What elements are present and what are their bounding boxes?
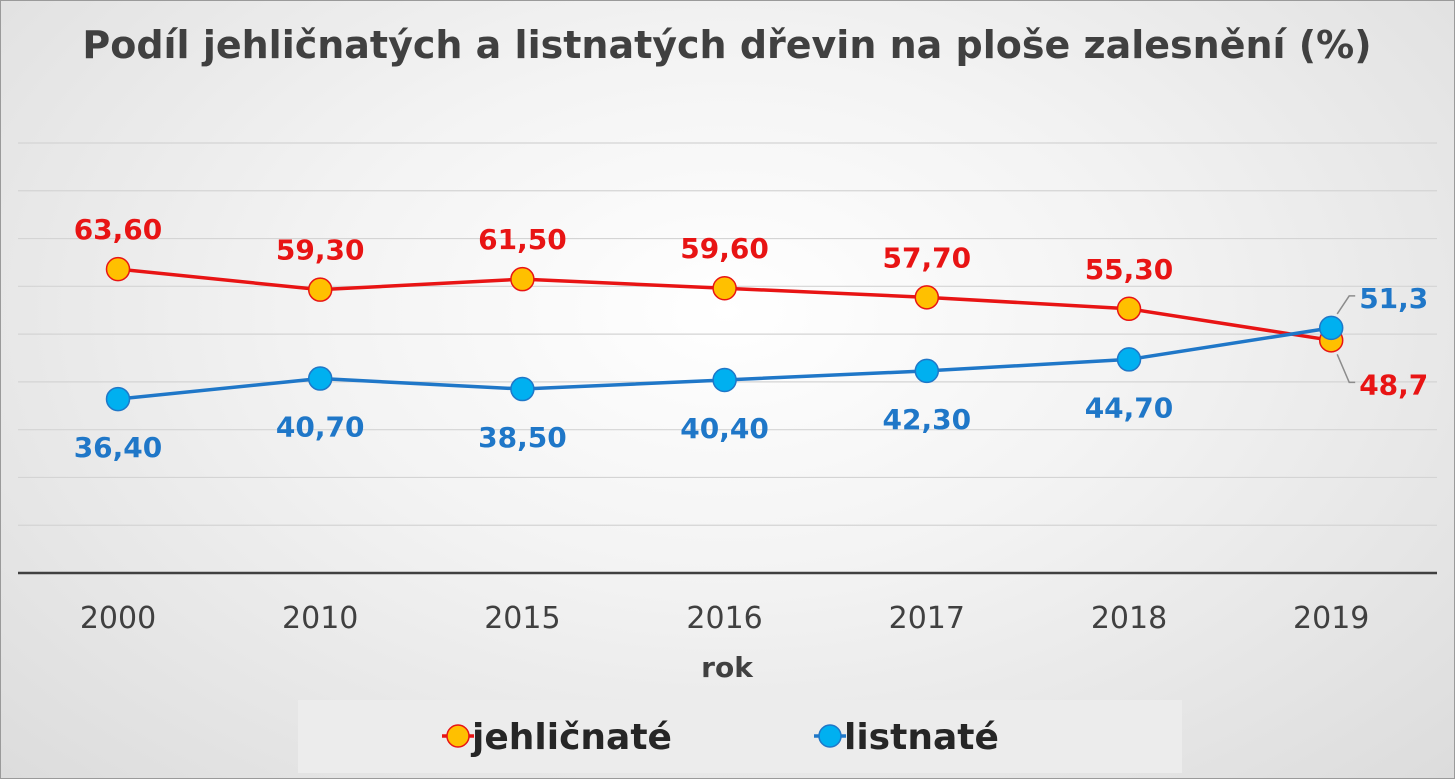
legend: jehličnaté listnaté (298, 700, 1182, 773)
data-point-2 (712, 367, 737, 393)
data-label: 38,50 (478, 421, 567, 454)
data-point-2 (1116, 347, 1142, 372)
x-tick-label: 2000 (80, 601, 156, 636)
legend-label: jehličnaté (470, 717, 672, 758)
data-point-1 (1116, 296, 1142, 322)
data-label: 59,60 (680, 232, 769, 265)
data-point-2 (105, 386, 131, 412)
data-point-2 (914, 358, 940, 384)
data-label: 55,30 (1085, 253, 1174, 286)
gridlines (18, 142, 1437, 526)
x-tick-label: 2019 (1293, 601, 1369, 636)
data-point-2 (510, 376, 535, 402)
series-layer (105, 256, 1344, 412)
data-label: 61,50 (478, 223, 567, 256)
data-point-1 (914, 285, 940, 310)
x-tick-label: 2017 (889, 601, 965, 636)
legend-label: listnaté (844, 717, 999, 758)
data-point-1 (510, 266, 535, 292)
data-label: 63,60 (74, 213, 163, 246)
x-tick-labels: 2000 2010 2015 2016 2017 2018 2019 (80, 601, 1370, 636)
data-label: 57,70 (883, 241, 972, 274)
data-point-2 (307, 366, 333, 391)
data-point-1 (712, 275, 737, 301)
label-leader-line (1336, 295, 1356, 315)
chart-title: Podíl jehličnatých a listnatých dřevin n… (82, 23, 1371, 67)
x-tick-label: 2018 (1091, 601, 1167, 636)
x-tick-label: 2016 (686, 601, 762, 636)
data-point-1 (307, 277, 333, 302)
data-label: 59,30 (276, 234, 365, 267)
data-label: 40,40 (680, 412, 769, 445)
data-label: 51,3 (1359, 282, 1428, 315)
data-label: 40,70 (276, 411, 365, 444)
x-tick-label: 2010 (282, 601, 358, 636)
label-leader-line (1336, 354, 1356, 384)
data-label: 48,7 (1359, 368, 1428, 401)
x-tick-label: 2015 (484, 601, 560, 636)
legend-marker (818, 724, 842, 748)
data-label: 42,30 (883, 403, 972, 436)
data-label: 44,70 (1085, 391, 1174, 424)
data-point-1 (105, 256, 131, 282)
data-label: 36,40 (74, 431, 163, 464)
legend-box (298, 700, 1182, 773)
data-labels: 63,60 59,30 61,50 59,60 57,70 55,30 48,7 36,40 4… (74, 213, 1429, 464)
x-axis-title: rok (701, 651, 754, 684)
legend-marker (446, 724, 470, 748)
data-point-2 (1318, 315, 1344, 341)
